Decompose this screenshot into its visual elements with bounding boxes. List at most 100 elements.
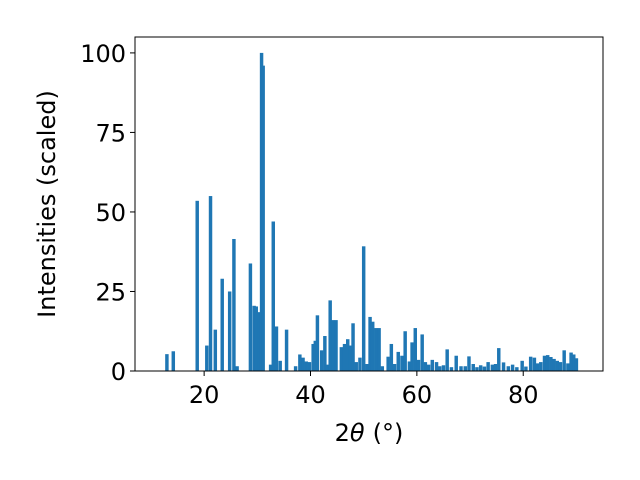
bar — [348, 345, 353, 371]
y-tick-label: 0 — [111, 358, 126, 386]
bar — [545, 355, 550, 371]
x-tick-label: 60 — [402, 381, 433, 409]
bar — [171, 351, 176, 371]
bar — [493, 364, 498, 371]
bar — [430, 359, 435, 371]
bar — [261, 65, 265, 371]
bar — [413, 328, 417, 371]
bar — [328, 300, 332, 371]
bar — [549, 357, 553, 371]
bar — [558, 362, 563, 371]
bar — [569, 352, 573, 371]
bar — [535, 363, 540, 371]
bar — [562, 350, 566, 371]
bar — [528, 356, 533, 371]
y-tick-label: 50 — [95, 199, 126, 227]
bar — [542, 355, 547, 371]
y-tick-label: 75 — [95, 119, 126, 147]
y-axis-label: Intensities (scaled) — [33, 90, 61, 318]
bar — [252, 305, 256, 371]
bar — [471, 364, 475, 371]
bar — [475, 367, 479, 371]
bar — [331, 320, 335, 371]
bar — [195, 200, 199, 371]
bar — [213, 329, 218, 371]
bar — [490, 364, 495, 371]
bar — [420, 334, 424, 371]
bar — [271, 221, 275, 371]
bar — [400, 355, 404, 371]
bar — [434, 362, 439, 371]
bar — [361, 246, 366, 371]
bar — [386, 356, 390, 371]
x-axis-label: 2θ (°) — [335, 419, 404, 447]
bar — [396, 351, 400, 371]
x-axis-ticks: 20 40 60 80 — [189, 371, 539, 409]
bar — [501, 362, 506, 371]
x-axis-label-symbol: θ — [350, 419, 365, 447]
bar — [227, 291, 232, 371]
bar — [304, 361, 308, 371]
bar — [520, 360, 524, 371]
bar — [365, 364, 369, 371]
bar — [298, 354, 302, 371]
bar — [346, 339, 350, 371]
bar — [374, 328, 378, 371]
bar — [325, 364, 330, 371]
bar — [254, 306, 258, 371]
bar — [368, 316, 372, 371]
bar — [278, 360, 282, 371]
bar — [311, 343, 315, 371]
bar — [307, 362, 312, 371]
bar — [377, 328, 381, 371]
bar — [410, 342, 414, 371]
bar — [165, 354, 169, 371]
bar — [438, 366, 442, 371]
bar — [268, 364, 273, 371]
bar — [463, 366, 467, 371]
bar — [293, 366, 298, 371]
bar — [315, 315, 320, 371]
bar — [235, 366, 239, 371]
bar — [334, 320, 338, 371]
bar — [403, 331, 407, 371]
bar — [313, 340, 318, 371]
bar — [205, 345, 209, 371]
bar — [423, 362, 428, 371]
plot-frame — [134, 36, 604, 372]
bar — [220, 278, 224, 371]
bar — [407, 361, 412, 371]
bar — [552, 358, 556, 371]
bar — [351, 323, 355, 371]
y-axis-ticks: 0 25 50 75 100 — [80, 40, 135, 386]
bar — [274, 326, 279, 371]
bar — [555, 360, 559, 371]
bar — [574, 358, 579, 371]
bar — [426, 364, 431, 371]
bar — [301, 357, 305, 371]
bar — [566, 363, 570, 371]
bar — [416, 359, 421, 371]
bar — [354, 362, 358, 371]
x-axis-label-main: 2 — [335, 419, 350, 447]
bar — [248, 263, 253, 371]
bar — [342, 343, 347, 371]
bar — [572, 354, 576, 371]
bar — [449, 367, 454, 371]
x-tick-label: 80 — [508, 381, 539, 409]
bar — [510, 364, 515, 371]
bar — [506, 366, 511, 371]
bar — [482, 366, 487, 371]
bar — [358, 357, 362, 371]
bar — [445, 349, 449, 371]
bar — [232, 238, 236, 371]
bar — [486, 362, 490, 371]
bar — [459, 366, 463, 371]
bar — [323, 336, 327, 371]
bar — [478, 365, 483, 371]
bar — [441, 365, 446, 371]
bar — [380, 366, 385, 371]
bar — [497, 348, 501, 371]
bar — [389, 343, 394, 371]
bar — [370, 321, 375, 371]
